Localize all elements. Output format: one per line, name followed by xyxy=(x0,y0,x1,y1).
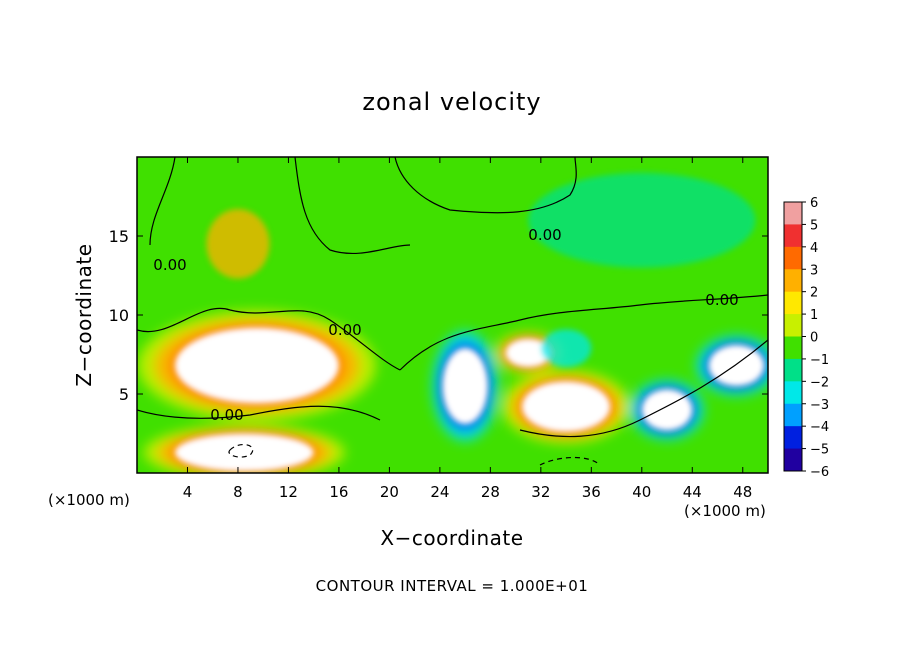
contour-line-top-center xyxy=(294,157,411,254)
contour-line-top-right xyxy=(394,157,577,214)
contour-label: 0.00 xyxy=(705,291,738,309)
x-tick-label: 8 xyxy=(233,483,243,501)
field-core-layer xyxy=(174,172,765,472)
colorbar-tick-label: 4 xyxy=(810,241,818,256)
velocity-field xyxy=(137,157,768,473)
y-axis-label: Z−coordinate xyxy=(72,243,96,387)
contour-label: 0.00 xyxy=(328,321,361,339)
x-tick-label: 20 xyxy=(380,483,399,501)
contour-dashed-b xyxy=(539,456,601,466)
region-high-positive-left xyxy=(174,327,339,404)
colorbar-swatch xyxy=(784,269,802,293)
contour-dashed-a xyxy=(228,443,254,458)
colorbar-tick-label: −3 xyxy=(810,398,829,413)
x-tick-label: 32 xyxy=(531,483,550,501)
x-axis-label: X−coordinate xyxy=(380,526,524,550)
x-tick-label: 36 xyxy=(582,483,601,501)
y-tick-label: 10 xyxy=(109,306,129,325)
colorbar-tick-label: −5 xyxy=(810,443,829,458)
contour-line-upper-left xyxy=(137,307,401,371)
region-negative-right xyxy=(641,389,693,431)
region-cyan-pocket xyxy=(540,329,592,368)
colorbar-tick-label: 3 xyxy=(810,263,818,278)
contour-line-mid xyxy=(399,294,768,371)
x-tick-label: 44 xyxy=(683,483,702,501)
x-tick-label: 28 xyxy=(481,483,500,501)
colorbar-tick-label: −1 xyxy=(810,353,829,368)
x-tick-label: 48 xyxy=(733,483,752,501)
colorbar-swatch xyxy=(784,202,802,225)
colorbar-tick-label: 0 xyxy=(810,331,818,346)
colorbar: 6 5 4 3 2 1 0 −1 −2 −3 −4 −5 −6 xyxy=(783,196,829,480)
y-axis: 5 10 15 xyxy=(109,227,768,404)
colorbar-swatch xyxy=(784,426,802,450)
colorbar-swatch xyxy=(784,448,802,472)
contour-interval-note: CONTOUR INTERVAL = 1.000E+01 xyxy=(315,577,589,595)
x-tick-label: 16 xyxy=(329,483,348,501)
region-high-positive-top-center xyxy=(505,338,551,368)
contour-label: 0.00 xyxy=(210,406,243,424)
colorbar-swatch xyxy=(784,314,802,337)
colorbar-tick-label: −2 xyxy=(810,375,829,390)
chart-title: zonal velocity xyxy=(362,88,542,116)
region-upper-right-cyan xyxy=(528,172,756,268)
x-tick-label: 24 xyxy=(430,483,449,501)
colorbar-swatch xyxy=(784,358,802,382)
x-tick-label: 4 xyxy=(183,483,193,501)
contour-line-lower-left xyxy=(137,405,381,421)
colorbar-swatch xyxy=(784,246,802,270)
colorbar-swatch xyxy=(784,224,802,248)
y-tick-label: 5 xyxy=(119,385,129,404)
region-warm-plume xyxy=(206,209,270,279)
contour-line-right xyxy=(519,339,768,438)
x-tick-label: 40 xyxy=(632,483,651,501)
colorbar-tick-label: 5 xyxy=(810,218,818,233)
region-high-positive-center xyxy=(521,381,611,432)
colorbar-tick-label: 6 xyxy=(810,196,818,211)
x-unit-left: (×1000 m) xyxy=(48,491,130,509)
colorbar-swatch xyxy=(784,381,802,405)
y-tick-label: 15 xyxy=(109,227,129,246)
contour-label: 0.00 xyxy=(528,226,561,244)
region-negative-core xyxy=(442,348,488,425)
region-negative-far-right xyxy=(708,345,765,387)
x-axis: 4 8 12 16 20 24 28 32 36 40 44 48 xyxy=(183,157,752,501)
colorbar-tick-label: 2 xyxy=(810,286,818,301)
contour-line-top-left xyxy=(149,157,176,246)
colorbar-swatch xyxy=(784,336,802,360)
x-unit-right: (×1000 m) xyxy=(684,502,766,520)
contour-label: 0.00 xyxy=(153,256,186,274)
region-high-positive-bottom-left xyxy=(174,433,314,472)
colorbar-tick-label: −4 xyxy=(810,420,829,435)
colorbar-swatch xyxy=(784,403,802,427)
zero-contours: 0.00 0.00 0.00 0.00 0.00 xyxy=(137,157,768,466)
x-tick-label: 12 xyxy=(279,483,298,501)
colorbar-tick-label: −6 xyxy=(810,465,829,480)
colorbar-swatch xyxy=(784,291,802,315)
colorbar-tick-label: 1 xyxy=(810,308,818,323)
